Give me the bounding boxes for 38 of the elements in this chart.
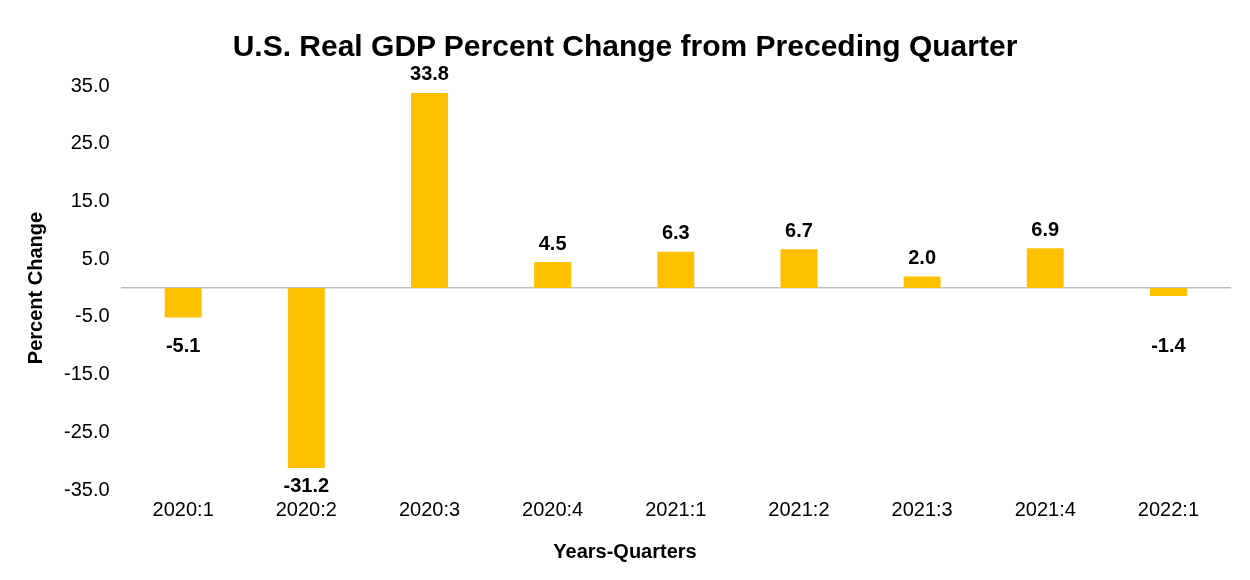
data-label: 4.5	[538, 231, 567, 254]
y-tick-label: -5.0	[75, 304, 110, 327]
x-axis-title: Years-Quarters	[552, 540, 698, 563]
data-label: 2.0	[908, 245, 937, 268]
bar	[1026, 248, 1064, 288]
x-tick-label: 2021:4	[1014, 497, 1076, 520]
x-tick-label: 2020:2	[275, 497, 337, 520]
x-tick-label: 2022:1	[1137, 497, 1200, 520]
y-axis-title: Percent Change	[23, 211, 46, 365]
y-tick-label: 25.0	[70, 131, 110, 154]
x-tick-label: 2021:2	[768, 497, 830, 520]
y-tick-label: -25.0	[63, 419, 110, 442]
data-label: 6.7	[785, 218, 813, 241]
y-tick-label: 5.0	[81, 246, 110, 269]
bar	[164, 288, 202, 318]
bar	[411, 92, 448, 288]
x-tick-label: 2020:3	[398, 497, 461, 520]
data-label: -31.2	[283, 473, 330, 496]
y-tick-label: -15.0	[63, 362, 110, 385]
y-tick-label: 35.0	[70, 73, 110, 96]
data-label: 6.9	[1031, 217, 1060, 240]
bar	[780, 249, 818, 288]
data-label: 33.8	[410, 62, 449, 85]
x-tick-label: 2021:3	[891, 497, 953, 520]
x-tick-label: 2021:1	[645, 497, 707, 520]
bar	[903, 276, 941, 288]
chart-title: U.S. Real GDP Percent Change from Preceding Quarter	[232, 29, 1018, 63]
data-label: -5.1	[165, 333, 201, 356]
y-tick-label: -35.0	[63, 477, 110, 500]
y-tick-label: 15.0	[70, 188, 110, 211]
bar	[657, 251, 695, 288]
bar	[287, 288, 325, 469]
x-tick-label: 2020:1	[152, 497, 214, 520]
data-label: 6.3	[661, 221, 690, 244]
data-label: -1.4	[1151, 333, 1187, 356]
bar	[1149, 288, 1187, 297]
x-tick-label: 2020:4	[522, 497, 584, 520]
bar	[534, 262, 572, 288]
